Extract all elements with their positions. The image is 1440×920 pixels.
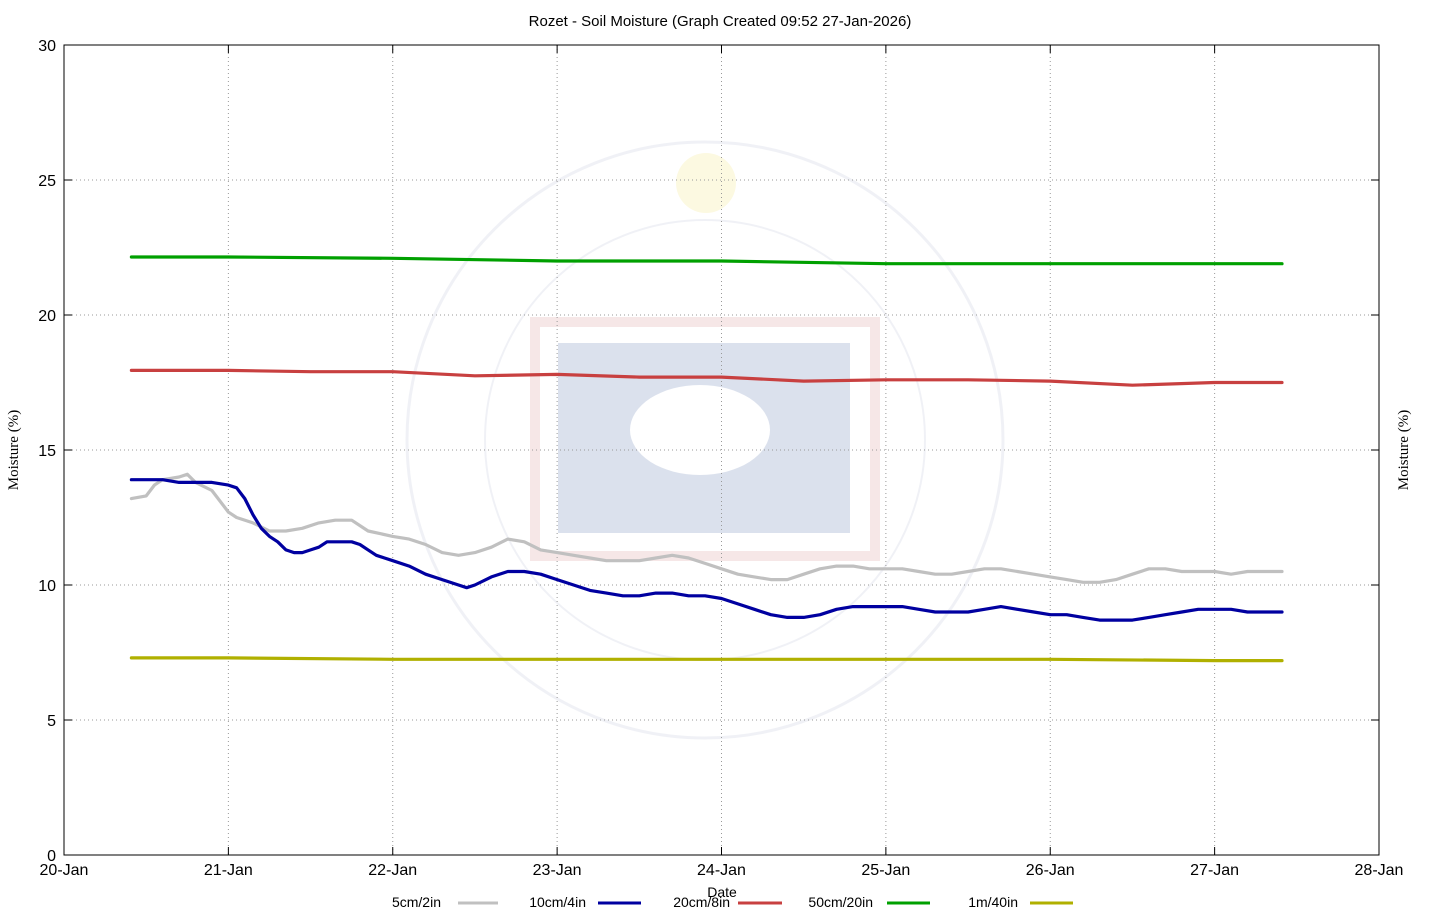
legend-label-1: 10cm/4in (529, 894, 586, 910)
chart-title: Rozet - Soil Moisture (Graph Created 09:… (529, 13, 912, 30)
x-tick-label: 28-Jan (1355, 862, 1404, 879)
x-tick-label: 26-Jan (1026, 862, 1075, 879)
grid-layer (64, 45, 1379, 855)
y-tick-label: 30 (38, 38, 56, 55)
series-line-0 (129, 472, 1284, 584)
y-tick-label: 0 (47, 848, 56, 865)
legend-label-0: 5cm/2in (392, 894, 441, 910)
series-line-4 (129, 656, 1284, 663)
y-tick-label: 20 (38, 308, 56, 325)
series-line-2 (129, 368, 1284, 387)
legend-label-2: 20cm/8in (673, 894, 730, 910)
series-line-3 (129, 255, 1284, 266)
x-tick-label: 27-Jan (1190, 862, 1239, 879)
y-tick-label: 25 (38, 173, 56, 190)
y-tick-label: 15 (38, 443, 56, 460)
legend-label-4: 1m/40in (968, 894, 1018, 910)
x-tick-label: 22-Jan (368, 862, 417, 879)
x-tick-label: 25-Jan (861, 862, 910, 879)
x-tick-label: 23-Jan (533, 862, 582, 879)
x-tick-label: 20-Jan (40, 862, 89, 879)
y-tick-label: 5 (47, 713, 56, 730)
x-axis-label: Date (707, 884, 737, 900)
legend-label-3: 50cm/20in (808, 894, 873, 910)
y-axis-label-right: Moisture (%) (1396, 410, 1412, 490)
watermark-seal (405, 140, 1005, 740)
tick-layer: 0 5 10 15 20 25 30 20-Jan 21-Jan 22-Jan 23-Jan 24-J… (38, 38, 1403, 879)
series-layer (129, 255, 1284, 663)
series-line-1 (129, 478, 1284, 622)
legend: 5cm/2in 10cm/4in 20cm/8in 50cm/20in 1m/40in (392, 894, 1073, 910)
x-tick-label: 21-Jan (204, 862, 253, 879)
x-tick-label: 24-Jan (697, 862, 746, 879)
y-tick-label: 10 (38, 578, 56, 595)
y-axis-label-left: Moisture (%) (6, 410, 22, 490)
